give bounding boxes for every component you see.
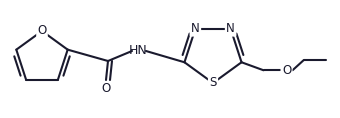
Text: O: O [282,64,291,77]
Text: O: O [101,82,110,95]
Text: N: N [226,22,235,35]
Text: S: S [209,76,217,89]
Text: O: O [37,25,47,38]
Text: N: N [191,22,200,35]
Text: O: O [282,64,291,77]
Text: N: N [226,22,235,35]
Text: HN: HN [129,44,147,57]
Text: S: S [209,76,217,89]
Text: O: O [37,25,47,38]
Text: N: N [191,22,200,35]
